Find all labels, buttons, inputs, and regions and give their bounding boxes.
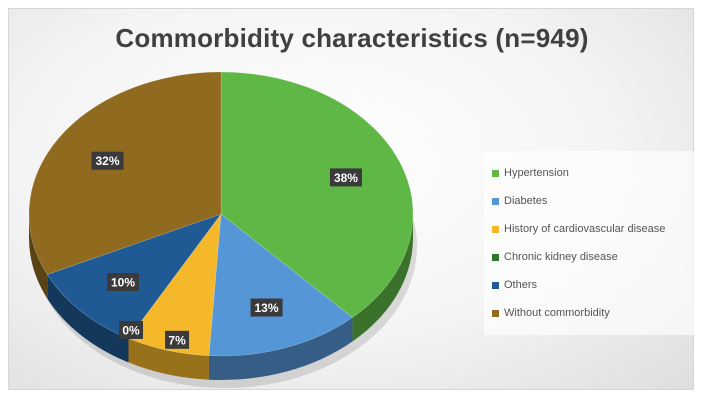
data-label-text: 7% (168, 333, 186, 347)
legend-label: Chronic kidney disease (504, 251, 618, 263)
legend-item-diabetes: Diabetes (492, 187, 702, 215)
pie-chart: 38% 13% 7% 0% 10% 32% (28, 71, 417, 388)
data-label-text: 0% (122, 324, 140, 338)
data-label-text: 38% (334, 171, 358, 185)
data-label-text: 32% (96, 154, 120, 168)
pie-slice-diabetes (208, 213, 353, 357)
legend-swatch (492, 253, 499, 261)
legend-label: Others (504, 279, 538, 291)
pie-slice-without-commorbidity (28, 71, 222, 275)
data-label-box (329, 168, 362, 187)
data-label-chronic-kidney-disease: 0% (119, 321, 143, 339)
data-label-hypertension: 38% (329, 168, 362, 187)
chart-legend: Hypertension Diabetes History of cardiovas… (484, 151, 702, 335)
data-label-text: 13% (255, 301, 279, 315)
data-label-box (91, 151, 124, 170)
legend-label: Diabetes (504, 195, 548, 207)
legend-swatch (492, 309, 499, 317)
pie-side-hypertension (352, 214, 413, 342)
legend-label: Without commorbidity (504, 307, 610, 319)
data-label-box (250, 298, 283, 317)
legend-label: Hypertension (504, 167, 569, 179)
chart-area: Commorbidity characteristics (n=949) 38%… (8, 8, 702, 390)
data-label-without-commorbidity: 32% (91, 151, 124, 170)
legend-label: History of cardiovascular disease (504, 223, 666, 235)
legend-item-others: Others (492, 271, 702, 299)
legend-item-history-of-cardiovascular-disease: History of cardiovascular disease (492, 215, 702, 243)
pie-slice-hypertension (220, 71, 414, 318)
legend-swatch (492, 197, 499, 205)
pie-side-others (47, 274, 129, 363)
pie-side-history-of-cardiovascular-disease (128, 338, 209, 380)
data-label-text: 10% (111, 276, 135, 290)
data-label-others: 10% (107, 273, 140, 292)
data-label-box (165, 330, 190, 349)
data-label-history-of-cardiovascular-disease: 7% (165, 330, 190, 349)
pie-side-diabetes (208, 317, 353, 380)
legend-swatch (492, 169, 499, 177)
legend-item-hypertension: Hypertension (492, 159, 702, 187)
chart-title: Commorbidity characteristics (n=949) (115, 23, 589, 53)
data-label-diabetes: 13% (250, 298, 283, 317)
legend-item-chronic-kidney-disease: Chronic kidney disease (492, 243, 702, 271)
data-label-box (107, 273, 140, 292)
legend-swatch (492, 225, 499, 233)
legend-item-without-commorbidity: Without commorbidity (492, 299, 702, 327)
legend-swatch (492, 281, 499, 289)
pie-side-without-commorbidity (29, 214, 48, 299)
data-label-box (119, 321, 143, 339)
